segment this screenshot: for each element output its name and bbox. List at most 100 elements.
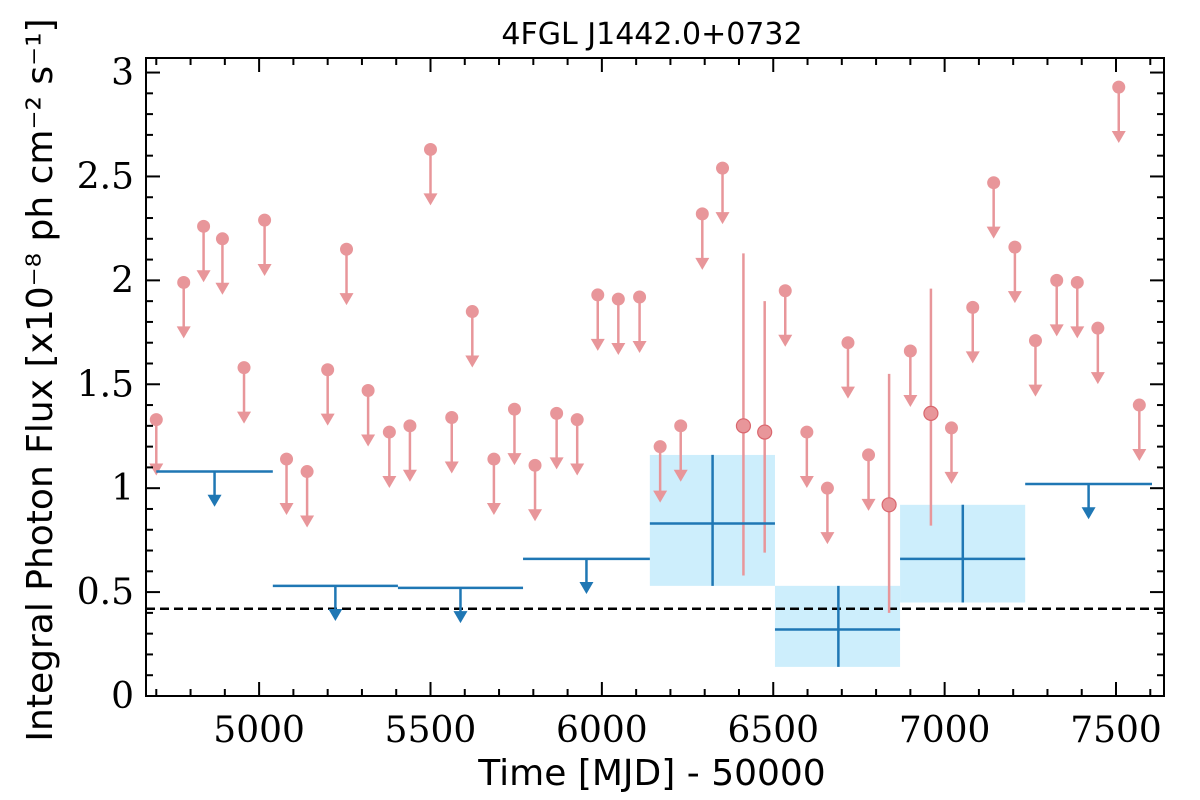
- short-bin-upper-limit-arrow: [279, 503, 294, 516]
- short-bin-upper-limit-arrow: [149, 463, 164, 476]
- short-bin-upper-limit-point: [862, 448, 876, 462]
- short-bin-upper-limit-arrow: [611, 343, 626, 356]
- short-bin-upper-limit-point: [1132, 398, 1146, 412]
- short-bin-upper-limit-arrow: [528, 509, 543, 522]
- short-bin-upper-limit-point: [340, 242, 354, 256]
- short-bin-upper-limit-point: [507, 402, 521, 416]
- short-bin-upper-limit-arrow: [820, 532, 835, 545]
- x-tick-label: 7500: [1070, 710, 1162, 751]
- y-tick-label: 2: [111, 260, 134, 301]
- y-tick-label: 1.5: [77, 364, 134, 405]
- short-bin-upper-limit-point: [321, 363, 335, 377]
- short-bin-upper-limit-arrow: [215, 282, 230, 295]
- short-bin-upper-limit-arrow: [1132, 449, 1147, 462]
- chart-title: 4FGL J1442.0+0732: [501, 17, 802, 52]
- short-bin-upper-limit-point: [966, 300, 980, 314]
- short-bin-upper-limit-point: [633, 290, 647, 304]
- short-bin-upper-limit-point: [695, 207, 709, 221]
- short-bin-upper-limit-arrow: [196, 270, 211, 283]
- short-bin-upper-limit-arrow: [507, 453, 522, 466]
- short-bin-upper-limit-point: [820, 481, 834, 495]
- short-bin-upper-limit-arrow: [465, 355, 480, 368]
- x-tick-label: 7000: [899, 710, 991, 751]
- y-tick-label: 3: [111, 53, 134, 94]
- short-bin-upper-limit-point: [611, 292, 625, 306]
- short-bin-detection-point: [757, 424, 773, 440]
- short-bin-upper-limit-arrow: [1070, 326, 1085, 339]
- plot-area: [146, 80, 1164, 667]
- short-bin-upper-limit-point: [1028, 334, 1042, 348]
- short-bin-upper-limit-point: [944, 421, 958, 435]
- short-bin-upper-limit-point: [465, 305, 479, 319]
- short-bin-upper-limit-arrow: [382, 476, 397, 489]
- short-bin-upper-limit-point: [423, 142, 437, 156]
- short-bin-upper-limit-arrow: [1028, 384, 1043, 397]
- short-bin-upper-limit-point: [382, 425, 396, 439]
- short-bin-upper-limit-point: [653, 440, 667, 454]
- short-bin-upper-limit-arrow: [570, 463, 585, 476]
- short-bin-upper-limit-point: [197, 219, 211, 233]
- short-bin-upper-limit-point: [550, 406, 564, 420]
- long-bin-upper-limit-arrow: [453, 611, 468, 624]
- short-bin-upper-limit-point: [800, 425, 814, 439]
- short-bin-upper-limit-point: [903, 344, 917, 358]
- y-tick-label: 0.5: [77, 572, 134, 613]
- short-bin-upper-limit-arrow: [339, 293, 354, 306]
- short-bin-upper-limit-point: [403, 419, 417, 433]
- short-bin-upper-limit-point: [487, 452, 501, 466]
- short-bin-upper-limit-point: [237, 361, 251, 375]
- short-bin-upper-limit-arrow: [1090, 372, 1105, 385]
- short-bin-upper-limit-arrow: [799, 476, 814, 489]
- short-bin-upper-limit-point: [570, 413, 584, 427]
- y-tick-label: 1: [111, 468, 134, 509]
- short-bin-upper-limit-arrow: [444, 461, 459, 474]
- short-bin-upper-limit-point: [1091, 321, 1105, 335]
- short-bin-upper-limit-point: [258, 213, 272, 227]
- short-bin-upper-limit-arrow: [944, 471, 959, 484]
- plot-frame: [145, 57, 1165, 697]
- short-bin-upper-limit-arrow: [590, 338, 605, 351]
- short-bin-upper-limit-arrow: [632, 340, 647, 353]
- short-bin-upper-limit-arrow: [903, 394, 918, 407]
- x-tick-label: 6000: [556, 710, 648, 751]
- short-bin-upper-limit-arrow: [965, 351, 980, 364]
- y-tick-label: 0: [111, 676, 134, 717]
- x-tick-label: 5000: [213, 710, 305, 751]
- short-bin-upper-limit-point: [149, 413, 163, 427]
- x-axis-label: Time [MJD] - 50000: [477, 753, 825, 794]
- short-bin-upper-limit-point: [215, 232, 229, 246]
- x-axis-ticks: 5000 5500 6000 6500 7000 7500: [155, 58, 1162, 751]
- short-bin-upper-limit-arrow: [300, 515, 315, 528]
- x-tick-label: 5500: [385, 710, 477, 751]
- short-bin-upper-limit-arrow: [653, 490, 668, 503]
- short-bin-upper-limit-point: [778, 284, 792, 298]
- short-bin-upper-limit-point: [674, 419, 688, 433]
- short-bin-upper-limit-arrow: [423, 193, 438, 206]
- short-bin-upper-limit-point: [361, 384, 375, 398]
- short-bin-upper-limit-arrow: [320, 413, 335, 426]
- short-bin-detection-point: [923, 405, 939, 421]
- long-bin-upper-limit-arrow: [328, 609, 343, 622]
- short-bin-upper-limit-arrow: [673, 469, 688, 482]
- x-tick-label: 6500: [727, 710, 819, 751]
- short-bin-upper-limit-point: [1050, 273, 1064, 287]
- short-bin-upper-limit-point: [987, 176, 1001, 190]
- short-bin-upper-limit-point: [591, 288, 605, 302]
- y-axis-ticks: 0 0.5 1 1.5 2 2.5 3: [77, 53, 1164, 717]
- short-bin-upper-limit-arrow: [176, 326, 191, 339]
- short-bin-detection-point: [735, 418, 752, 434]
- long-bin-upper-limit-arrow: [1081, 507, 1096, 520]
- short-bin-upper-limit-arrow: [549, 457, 564, 470]
- short-bin-upper-limit-arrow: [715, 212, 730, 225]
- short-bin-upper-limit-point: [300, 465, 314, 479]
- y-axis-label: Integral Photon Flux [x10⁻⁸ ph cm⁻² s⁻¹]: [20, 18, 61, 741]
- short-bin-upper-limit-arrow: [695, 257, 710, 270]
- short-bin-upper-limit-arrow: [1111, 131, 1126, 144]
- short-bin-upper-limit-point: [841, 336, 855, 350]
- short-bin-upper-limit-arrow: [237, 411, 252, 424]
- short-bin-upper-limit-point: [1008, 240, 1022, 254]
- short-bin-upper-limit-point: [280, 452, 294, 466]
- short-bin-upper-limit-arrow: [1007, 291, 1022, 304]
- short-bin-upper-limit-point: [1112, 80, 1126, 94]
